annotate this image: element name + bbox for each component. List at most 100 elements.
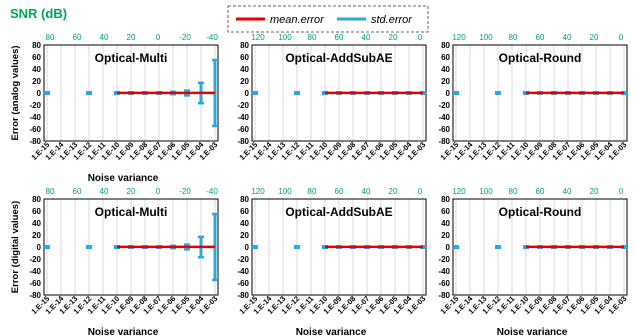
y-tick-label: -20 (29, 101, 41, 110)
std-error-mark (495, 91, 501, 95)
snr-label: SNR (dB) (10, 6, 67, 21)
snr-tick-label: 120 (251, 33, 265, 42)
y-tick-label: 40 (32, 65, 41, 74)
y-tick-label: 80 (441, 41, 450, 50)
snr-tick-label: 20 (590, 33, 599, 42)
snr-tick-label: 60 (73, 187, 82, 196)
y-tick-label: 0 (446, 243, 451, 252)
chart-title: Optical-AddSubAE (285, 205, 392, 219)
snr-tick-label: 40 (563, 33, 572, 42)
y-tick-label: 40 (441, 219, 450, 228)
y-tick-label: -20 (438, 101, 450, 110)
y-tick-label: -60 (438, 279, 450, 288)
y-tick-label: -20 (237, 101, 249, 110)
snr-tick-label: 120 (452, 33, 466, 42)
snr-tick-label: 0 (418, 33, 423, 42)
snr-tick-label: 20 (590, 187, 599, 196)
chart-title: Optical-Round (499, 205, 582, 219)
y-tick-label: -40 (237, 267, 249, 276)
snr-tick-label: 20 (127, 187, 136, 196)
snr-tick-label: 100 (278, 187, 292, 196)
snr-tick-label: 40 (100, 33, 109, 42)
y-tick-label: -40 (29, 113, 41, 122)
snr-tick-label: 120 (251, 187, 265, 196)
std-error-mark (453, 245, 459, 249)
snr-tick-label: 20 (127, 33, 136, 42)
y-tick-label: -20 (29, 255, 41, 264)
x-axis-label: Noise variance (296, 327, 367, 336)
y-tick-label: -20 (438, 255, 450, 264)
y-tick-label: 40 (441, 65, 450, 74)
snr-tick-label: 0 (156, 187, 161, 196)
y-tick-label: 60 (32, 53, 41, 62)
std-error-mark (44, 91, 50, 95)
y-tick-label: 0 (245, 243, 250, 252)
std-error-mark (294, 245, 300, 249)
legend-box (227, 5, 429, 33)
legend-mean-label: mean.error (270, 14, 325, 26)
y-tick-label: 20 (32, 231, 41, 240)
std-error-mark (453, 91, 459, 95)
y-tick-label: 40 (32, 219, 41, 228)
snr-tick-label: 0 (156, 33, 161, 42)
y-tick-label: 20 (240, 77, 249, 86)
snr-tick-label: 0 (418, 187, 423, 196)
legend: mean.error std.error (227, 5, 429, 33)
std-error-mark (495, 245, 501, 249)
legend-std-label: std.error (371, 14, 413, 26)
chart-title: Optical-Round (499, 51, 582, 65)
snr-tick-label: 40 (362, 33, 371, 42)
y-tick-label: -60 (29, 125, 41, 134)
y-tick-label: 40 (240, 65, 249, 74)
y-tick-label: 20 (441, 77, 450, 86)
snr-tick-label: 40 (362, 187, 371, 196)
snr-tick-label: 60 (73, 33, 82, 42)
y-tick-label: -80 (438, 137, 450, 146)
x-axis-label: Noise variance (497, 327, 568, 336)
y-tick-label: 20 (441, 231, 450, 240)
y-tick-label: 20 (240, 231, 249, 240)
snr-tick-label: -40 (206, 187, 218, 196)
y-tick-label: 0 (37, 243, 42, 252)
y-tick-label: 60 (240, 207, 249, 216)
snr-tick-label: 80 (308, 33, 317, 42)
snr-tick-label: 100 (479, 33, 493, 42)
chart-title: Optical-Multi (95, 205, 168, 219)
y-tick-label: -40 (438, 267, 450, 276)
snr-tick-label: 100 (278, 33, 292, 42)
y-tick-label: 80 (240, 195, 249, 204)
y-tick-label: -80 (237, 291, 249, 300)
snr-tick-label: 60 (536, 33, 545, 42)
snr-tick-label: 120 (452, 187, 466, 196)
x-axis-label: Noise variance (88, 173, 159, 184)
snr-tick-label: 100 (479, 187, 493, 196)
std-error-mark (294, 91, 300, 95)
snr-tick-label: 40 (100, 187, 109, 196)
snr-tick-label: 80 (509, 33, 518, 42)
y-tick-label: 80 (32, 195, 41, 204)
snr-tick-label: 60 (335, 33, 344, 42)
snr-tick-label: -20 (179, 33, 191, 42)
snr-tick-label: -40 (206, 33, 218, 42)
y-tick-label: 80 (441, 195, 450, 204)
snr-tick-label: -20 (179, 187, 191, 196)
y-tick-label: -60 (237, 125, 249, 134)
std-error-mark (86, 91, 92, 95)
std-error-mark (252, 91, 258, 95)
std-error-mark (86, 245, 92, 249)
y-tick-label: 40 (240, 219, 249, 228)
snr-tick-label: 20 (389, 33, 398, 42)
snr-tick-label: 80 (509, 187, 518, 196)
y-tick-label: 60 (240, 53, 249, 62)
y-tick-label: -80 (29, 137, 41, 146)
x-axis-label: Noise variance (88, 327, 159, 336)
y-tick-label: -40 (29, 267, 41, 276)
y-tick-label: 60 (441, 53, 450, 62)
snr-tick-label: 80 (46, 33, 55, 42)
